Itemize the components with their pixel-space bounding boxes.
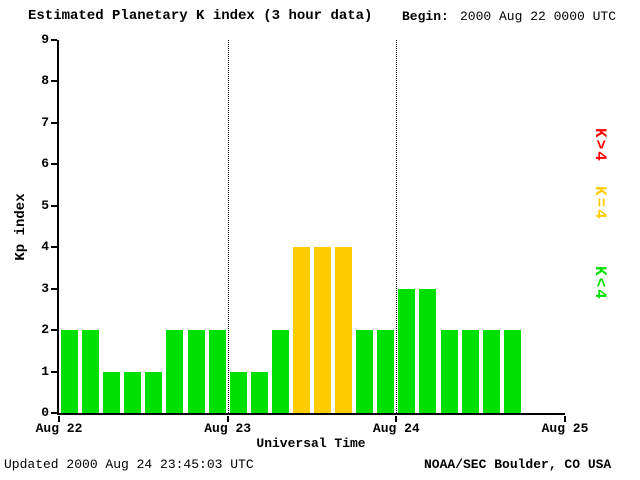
kp-bar (440, 330, 458, 413)
updated-timestamp: Updated 2000 Aug 24 23:45:03 UTC (4, 457, 254, 472)
y-tick-label: 5 (41, 197, 49, 213)
kp-bar (335, 247, 353, 413)
y-tick-label: 9 (41, 32, 49, 47)
y-axis-tick (51, 163, 57, 166)
y-axis-tick (51, 204, 57, 207)
y-tick-label: 7 (41, 114, 49, 130)
kp-bar (61, 330, 79, 413)
y-axis-tick (51, 121, 57, 124)
kp-bar (82, 330, 100, 413)
kp-bar (314, 247, 332, 413)
y-tick-label: 6 (41, 156, 49, 172)
legend-k-lt-4: K<4 (591, 266, 609, 301)
kp-bar (145, 372, 163, 413)
x-tick-label: Aug 23 (204, 421, 252, 436)
x-tick-label: Aug 22 (35, 421, 83, 436)
x-axis-tick (58, 416, 60, 422)
kp-bar (124, 372, 142, 413)
legend-k-gt-4: K>4 (591, 128, 609, 163)
y-axis-title: Kp index (13, 193, 29, 261)
y-tick-label: 0 (41, 405, 49, 420)
source-credit: NOAA/SEC Boulder, CO USA (424, 457, 612, 472)
y-tick-label: 2 (41, 322, 49, 338)
kp-bar (271, 330, 289, 413)
x-tick-label: Aug 24 (372, 421, 420, 436)
kp-bar (229, 372, 247, 413)
kp-bar (419, 289, 437, 413)
x-tick-label: Aug 25 (541, 421, 589, 436)
y-tick-label: 4 (41, 239, 49, 255)
kp-bar (503, 330, 521, 413)
x-axis-tick (395, 416, 398, 422)
kp-bar (103, 372, 121, 413)
kp-bar (187, 330, 205, 413)
x-axis-tick (226, 416, 229, 422)
kp-bar (250, 372, 268, 413)
x-axis-tick (564, 416, 566, 422)
y-tick-label: 3 (41, 280, 49, 296)
x-axis-title: Universal Time (256, 436, 366, 451)
kp-bar (166, 330, 184, 413)
kp-bar (377, 330, 395, 413)
kp-bar (292, 247, 310, 413)
kp-bar (482, 330, 500, 413)
plot-area (51, 39, 566, 422)
kp-bar (461, 330, 479, 413)
y-axis-tick (51, 39, 57, 41)
y-axis-tick (51, 287, 57, 290)
y-axis-tick (51, 370, 57, 373)
day-separator-line (396, 40, 398, 413)
begin-label: Begin: (402, 9, 449, 24)
kp-bar (208, 330, 226, 413)
y-tick-label: 1 (41, 363, 49, 379)
legend-k-eq-4: K=4 (591, 186, 609, 221)
y-axis-tick (51, 412, 57, 414)
kp-bar (356, 330, 374, 413)
y-axis-tick (51, 329, 57, 332)
day-separator-line (227, 40, 229, 413)
kp-bar (398, 289, 416, 413)
y-axis-tick (51, 246, 57, 249)
y-axis-tick (51, 80, 57, 83)
chart-title: Estimated Planetary K index (3 hour data… (28, 8, 373, 24)
begin-date: 2000 Aug 22 0000 UTC (460, 9, 617, 24)
y-tick-label: 8 (41, 73, 49, 89)
